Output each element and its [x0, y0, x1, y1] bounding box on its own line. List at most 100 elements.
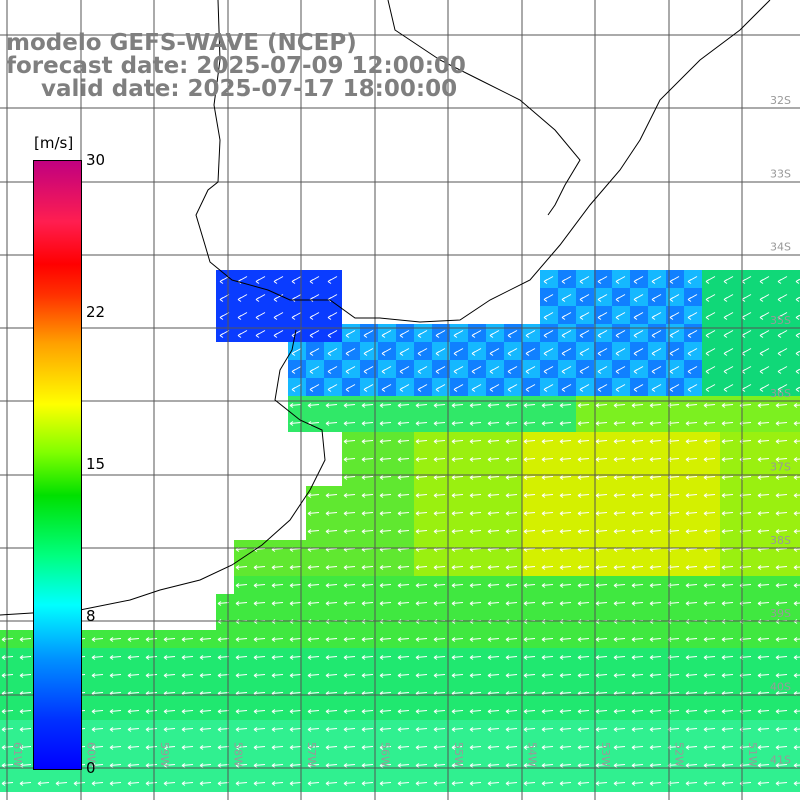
wind-arrow — [361, 583, 374, 588]
wind-arrow — [505, 763, 518, 768]
wind-arrow — [685, 763, 698, 768]
wind-arrow — [235, 709, 248, 714]
wind-arrow — [505, 655, 518, 660]
wind-arrow — [631, 475, 644, 480]
wind-arrow — [777, 294, 788, 302]
wind-arrow — [469, 583, 482, 588]
wind-arrow — [325, 421, 338, 426]
wind-arrow — [669, 384, 680, 392]
wind-arrow — [379, 745, 392, 750]
wind-arrow — [163, 781, 176, 786]
longitude-label: 53W — [599, 742, 612, 767]
wind-arrow — [613, 421, 626, 426]
wind-arrow — [235, 655, 248, 660]
wind-arrow — [363, 366, 374, 374]
wind-arrow — [757, 421, 770, 426]
wind-arrow — [561, 384, 572, 392]
wind-arrow — [775, 727, 788, 732]
wind-arrow — [795, 368, 800, 374]
wind-arrow — [649, 583, 662, 588]
wind-arrow — [723, 294, 734, 302]
wind-arrow — [613, 583, 626, 588]
wind-arrow — [451, 763, 464, 768]
wind-arrow — [91, 709, 104, 714]
wind-arrow — [721, 421, 734, 426]
wind-arrow — [381, 348, 392, 356]
wind-arrow — [775, 493, 788, 498]
wind-arrow — [795, 350, 800, 356]
wind-cell — [792, 360, 800, 378]
wind-arrow — [19, 637, 32, 642]
wind-arrow — [525, 330, 536, 338]
wind-arrow — [757, 781, 770, 786]
wind-arrow — [595, 727, 608, 732]
wind-arrow — [723, 384, 734, 392]
wind-arrow — [595, 421, 608, 426]
wind-arrow — [433, 781, 446, 786]
wind-arrow — [579, 276, 590, 284]
wind-arrow — [685, 421, 698, 426]
wind-arrow — [163, 727, 176, 732]
wind-arrow — [687, 294, 698, 302]
wind-arrow — [255, 276, 266, 284]
wind-arrow — [525, 348, 536, 356]
wind-arrow — [397, 583, 410, 588]
wind-cell — [792, 288, 800, 306]
wind-arrow — [703, 655, 716, 660]
wind-arrow — [19, 745, 32, 750]
wind-arrow — [541, 745, 554, 750]
wind-arrow — [253, 709, 266, 714]
wind-arrow — [397, 421, 410, 426]
wind-arrow — [541, 673, 554, 678]
wind-arrow — [651, 312, 662, 320]
wind-arrow — [541, 439, 554, 444]
wind-arrow — [505, 745, 518, 750]
wind-arrow — [361, 403, 374, 408]
wind-arrow — [595, 565, 608, 570]
wind-arrow — [127, 763, 140, 768]
wind-arrow — [451, 673, 464, 678]
wind-arrow — [613, 745, 626, 750]
wind-arrow — [397, 781, 410, 786]
wind-arrow — [451, 457, 464, 462]
wind-arrow — [649, 475, 662, 480]
wind-arrow — [397, 403, 410, 408]
wind-arrow — [415, 529, 428, 534]
wind-arrow — [397, 637, 410, 642]
wind-arrow — [703, 493, 716, 498]
wind-arrow — [271, 601, 284, 606]
wind-arrow — [705, 366, 716, 374]
wind-arrow — [163, 655, 176, 660]
wind-arrow — [721, 727, 734, 732]
wind-arrow — [435, 366, 446, 374]
wind-arrow — [685, 439, 698, 444]
wind-arrow — [291, 276, 302, 284]
wind-arrow — [471, 384, 482, 392]
wind-arrow — [327, 330, 338, 338]
wind-arrow — [523, 475, 536, 480]
wind-arrow — [271, 763, 284, 768]
wind-arrow — [451, 601, 464, 606]
wind-arrow — [253, 601, 266, 606]
wind-arrow — [451, 583, 464, 588]
wind-arrow — [361, 727, 374, 732]
wind-arrow — [127, 745, 140, 750]
wind-arrow — [685, 583, 698, 588]
wind-arrow — [271, 655, 284, 660]
wind-arrow — [577, 583, 590, 588]
wind-arrow — [451, 529, 464, 534]
coastline — [0, 0, 771, 616]
wind-arrow — [721, 763, 734, 768]
wind-cell — [792, 306, 800, 324]
wind-arrow — [489, 366, 500, 374]
wind-arrow — [631, 655, 644, 660]
wind-arrow — [163, 673, 176, 678]
wind-arrow — [291, 366, 302, 374]
wind-arrow — [487, 655, 500, 660]
wind-arrow — [451, 781, 464, 786]
wind-arrow — [775, 655, 788, 660]
wind-arrow — [469, 421, 482, 426]
wind-arrow — [291, 348, 302, 356]
wind-arrow — [703, 457, 716, 462]
